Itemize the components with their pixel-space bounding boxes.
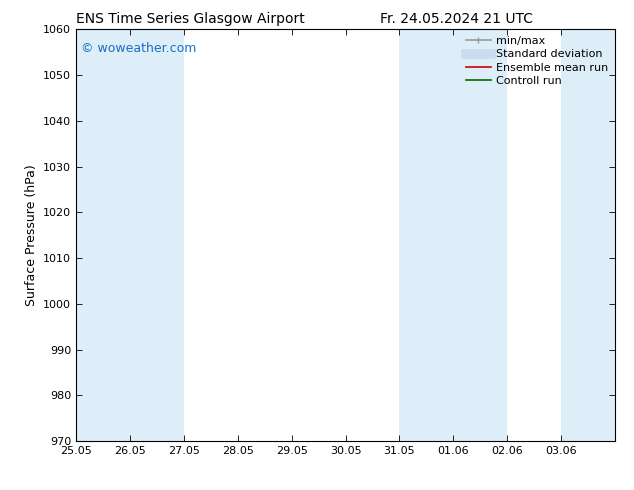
Text: Fr. 24.05.2024 21 UTC: Fr. 24.05.2024 21 UTC: [380, 12, 533, 26]
Bar: [130, 29, 184, 441]
Bar: [453, 29, 507, 441]
Y-axis label: Surface Pressure (hPa): Surface Pressure (hPa): [25, 164, 37, 306]
Legend: min/max, Standard deviation, Ensemble mean run, Controll run: min/max, Standard deviation, Ensemble me…: [462, 32, 612, 91]
Bar: [76, 29, 130, 441]
Bar: [399, 29, 453, 441]
Text: ENS Time Series Glasgow Airport: ENS Time Series Glasgow Airport: [76, 12, 304, 26]
Bar: [561, 29, 615, 441]
Text: © woweather.com: © woweather.com: [81, 42, 197, 55]
